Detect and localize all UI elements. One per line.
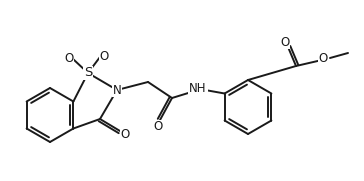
Text: O: O bbox=[318, 52, 328, 64]
Text: O: O bbox=[120, 127, 130, 140]
Text: O: O bbox=[99, 50, 108, 64]
Text: O: O bbox=[280, 35, 290, 49]
Text: O: O bbox=[153, 121, 163, 134]
Text: N: N bbox=[112, 83, 121, 96]
Text: NH: NH bbox=[189, 81, 207, 94]
Text: S: S bbox=[84, 66, 92, 79]
Text: O: O bbox=[64, 52, 74, 66]
